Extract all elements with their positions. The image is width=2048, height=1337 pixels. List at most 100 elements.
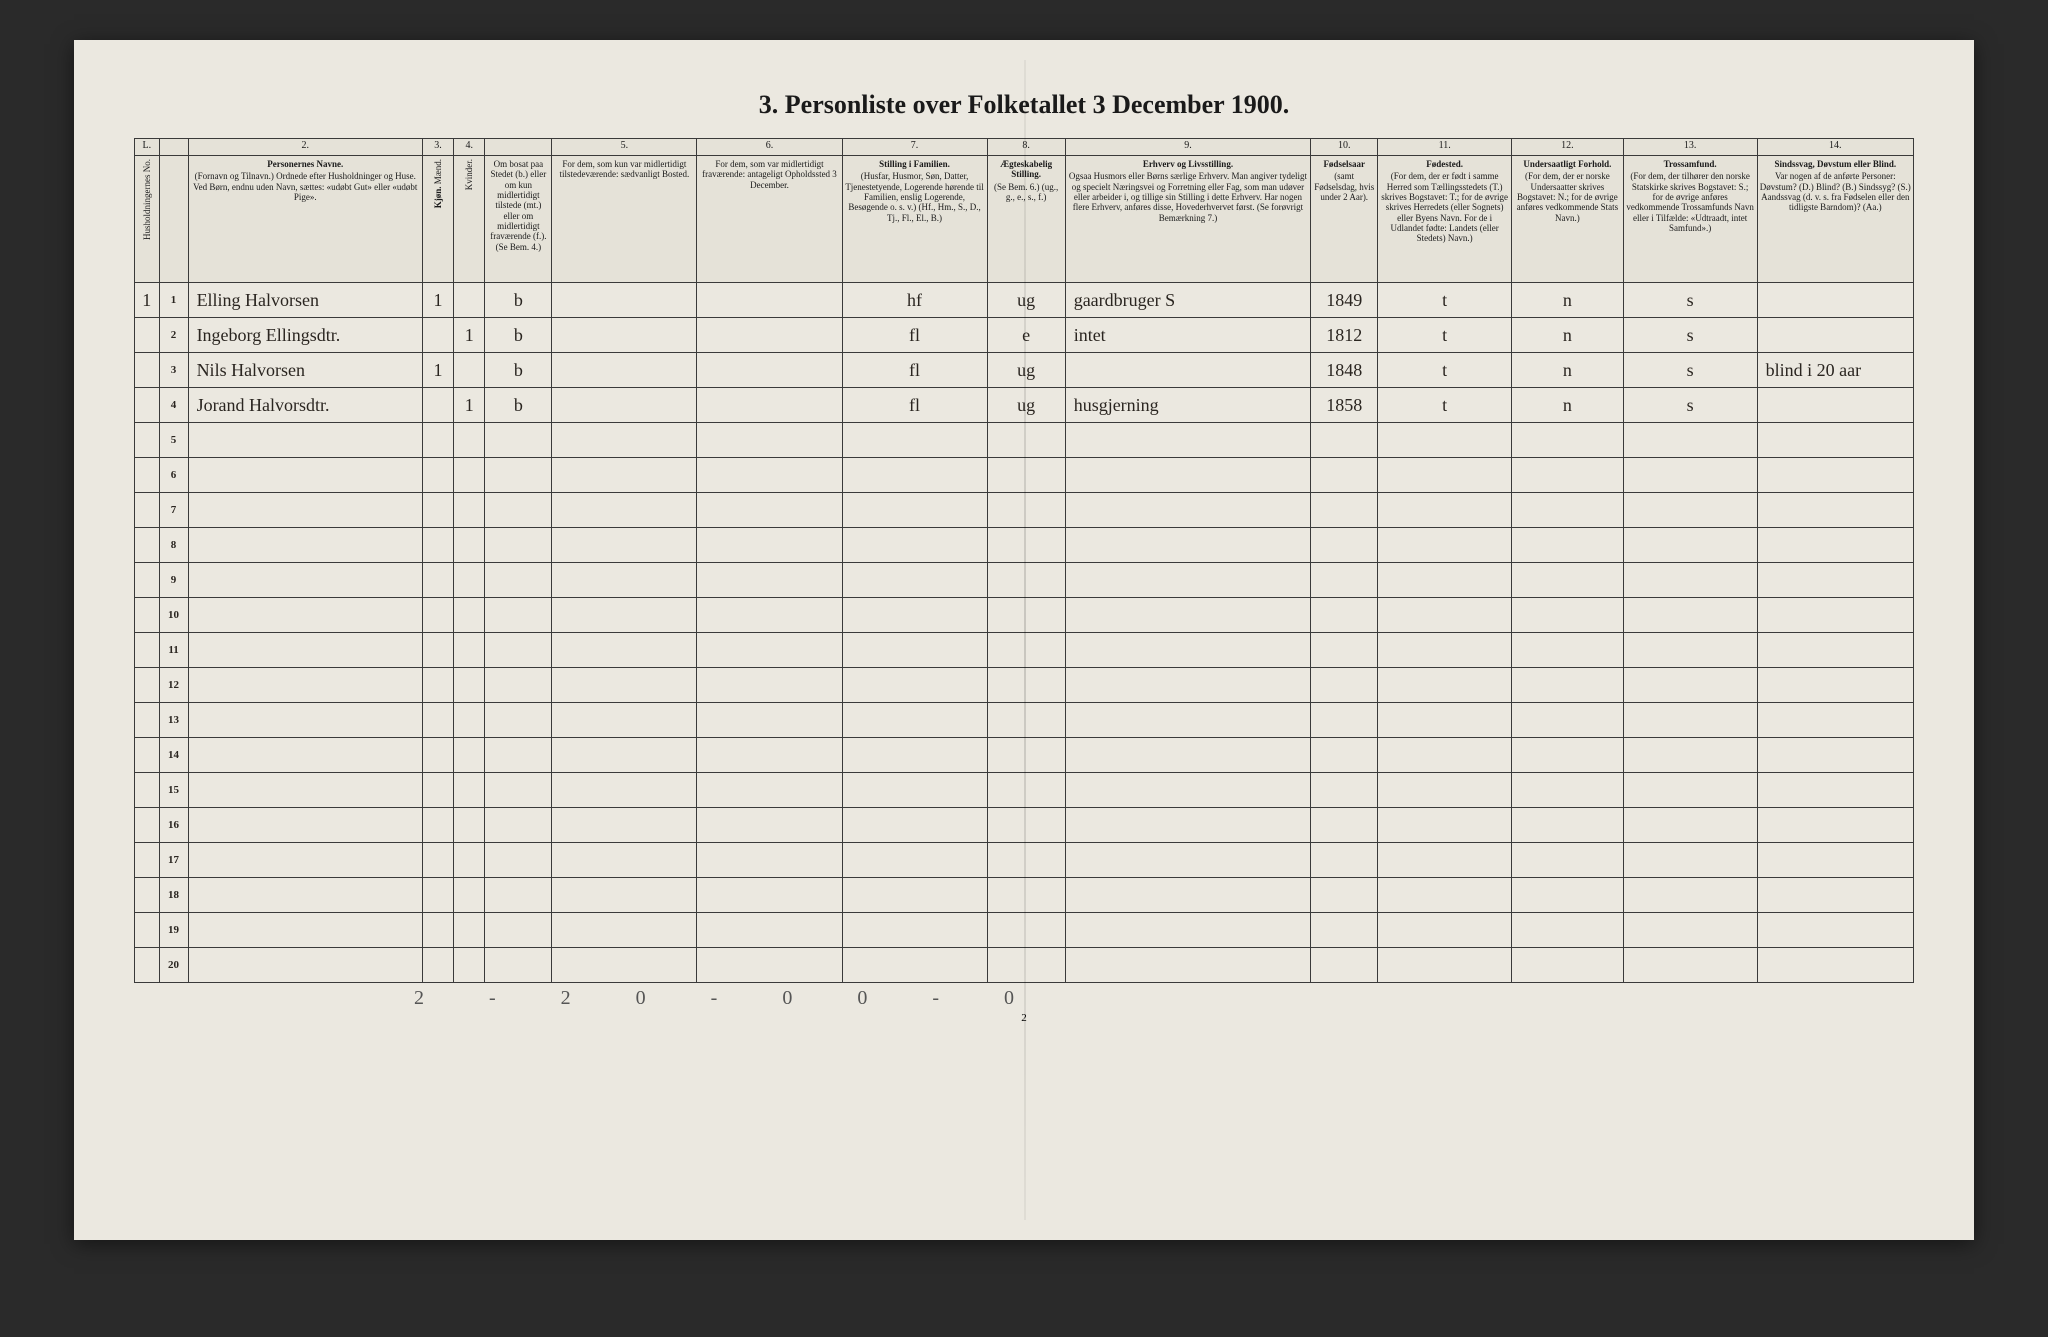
cell-person-no: 20 (159, 948, 188, 983)
cell-occupation (1065, 668, 1311, 703)
cell-religion (1623, 738, 1757, 773)
cell-religion: s (1623, 318, 1757, 353)
cell-disability (1757, 388, 1913, 423)
cell-family-position (842, 598, 987, 633)
cell-nationality (1512, 598, 1624, 633)
col-header-disability: Sindssvag, Døvstum eller Blind.Var nogen… (1757, 156, 1913, 283)
cell-nationality (1512, 773, 1624, 808)
col-header-name: Personernes Navne.(Fornavn og Tilnavn.) … (188, 156, 422, 283)
col-header-family-position: Stilling i Familien.(Husfar, Husmor, Søn… (842, 156, 987, 283)
cell-nationality (1512, 948, 1624, 983)
cell-temp-present (552, 493, 697, 528)
cell-name: Ingeborg Ellingsdtr. (188, 318, 422, 353)
cell-birthplace (1378, 878, 1512, 913)
cell-household-no (135, 843, 160, 878)
cell-religion (1623, 458, 1757, 493)
cell-occupation (1065, 738, 1311, 773)
cell-person-no: 19 (159, 913, 188, 948)
cell-occupation (1065, 773, 1311, 808)
cell-name (188, 703, 422, 738)
cell-household-no (135, 633, 160, 668)
cell-person-no: 3 (159, 353, 188, 388)
cell-female: 1 (454, 318, 485, 353)
cell-birthyear (1311, 913, 1378, 948)
cell-person-no: 9 (159, 563, 188, 598)
cell-person-no: 4 (159, 388, 188, 423)
cell-birthplace (1378, 668, 1512, 703)
cell-marital (987, 458, 1065, 493)
cell-residency: b (485, 283, 552, 318)
cell-marital (987, 843, 1065, 878)
cell-residency: b (485, 353, 552, 388)
cell-temp-absent (697, 948, 842, 983)
cell-marital (987, 773, 1065, 808)
colnum: 3. (422, 139, 453, 156)
cell-religion (1623, 493, 1757, 528)
col-header-nationality: Undersaatligt Forhold.(For dem, der er n… (1512, 156, 1624, 283)
cell-nationality (1512, 668, 1624, 703)
cell-household-no (135, 563, 160, 598)
cell-occupation (1065, 843, 1311, 878)
page-fold (1024, 60, 1026, 1220)
cell-temp-absent (697, 668, 842, 703)
cell-person-no: 10 (159, 598, 188, 633)
cell-temp-absent (697, 703, 842, 738)
cell-disability (1757, 703, 1913, 738)
cell-male (422, 423, 453, 458)
colnum: 14. (1757, 139, 1913, 156)
col-header-person-no (159, 156, 188, 283)
col-header-residency: Om bosat paa Stedet (b.) eller om kun mi… (485, 156, 552, 283)
cell-residency (485, 738, 552, 773)
cell-nationality (1512, 843, 1624, 878)
cell-marital (987, 738, 1065, 773)
cell-female (454, 703, 485, 738)
cell-nationality (1512, 808, 1624, 843)
cell-nationality (1512, 633, 1624, 668)
cell-temp-present (552, 738, 697, 773)
cell-temp-absent (697, 493, 842, 528)
cell-male (422, 528, 453, 563)
cell-household-no (135, 668, 160, 703)
cell-person-no: 16 (159, 808, 188, 843)
cell-name (188, 563, 422, 598)
cell-birthplace: t (1378, 353, 1512, 388)
cell-residency (485, 528, 552, 563)
cell-disability (1757, 563, 1913, 598)
cell-residency (485, 423, 552, 458)
cell-birthyear (1311, 948, 1378, 983)
cell-birthplace (1378, 913, 1512, 948)
cell-disability (1757, 633, 1913, 668)
cell-occupation (1065, 353, 1311, 388)
col-header-temp-present: For dem, som kun var midlertidigt tilste… (552, 156, 697, 283)
cell-occupation (1065, 808, 1311, 843)
cell-household-no (135, 423, 160, 458)
colnum: 6. (697, 139, 842, 156)
cell-name (188, 948, 422, 983)
cell-marital (987, 948, 1065, 983)
cell-name (188, 458, 422, 493)
cell-temp-present (552, 703, 697, 738)
cell-household-no (135, 388, 160, 423)
cell-temp-absent (697, 878, 842, 913)
cell-female (454, 423, 485, 458)
cell-birthyear (1311, 843, 1378, 878)
cell-marital (987, 633, 1065, 668)
cell-marital (987, 493, 1065, 528)
cell-religion (1623, 913, 1757, 948)
cell-birthyear (1311, 878, 1378, 913)
cell-religion (1623, 703, 1757, 738)
cell-birthyear (1311, 458, 1378, 493)
cell-household-no (135, 808, 160, 843)
cell-birthyear: 1848 (1311, 353, 1378, 388)
colnum (485, 139, 552, 156)
cell-occupation (1065, 493, 1311, 528)
cell-birthyear (1311, 633, 1378, 668)
cell-birthplace (1378, 458, 1512, 493)
col-header-religion: Trossamfund.(For dem, der tilhører den n… (1623, 156, 1757, 283)
cell-name (188, 878, 422, 913)
cell-disability (1757, 843, 1913, 878)
cell-family-position: hf (842, 283, 987, 318)
cell-residency (485, 878, 552, 913)
cell-religion (1623, 528, 1757, 563)
cell-female (454, 563, 485, 598)
